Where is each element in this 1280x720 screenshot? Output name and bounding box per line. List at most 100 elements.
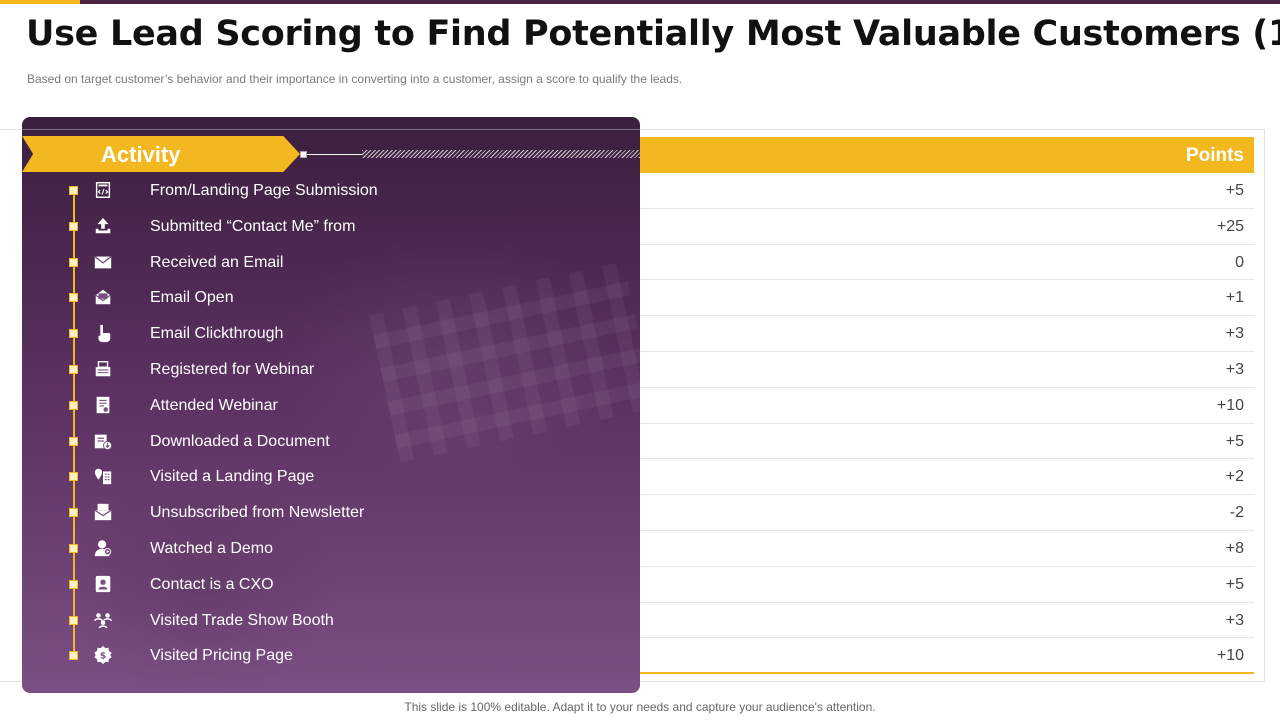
dollar-badge-icon: $ [92,644,114,666]
timeline-bullet [69,364,78,374]
slide-title: Use Lead Scoring to Find Potentially Mos… [26,14,1280,54]
panel-texture [22,117,640,693]
activity-row: Registered for Webinar [22,352,600,388]
points-row: -2 [600,495,1254,531]
timeline-bullet [69,651,78,661]
person-play-icon [92,537,114,559]
activity-label: Downloaded a Document [150,432,330,450]
panel-divider [22,129,640,130]
timeline-bullet [69,186,78,195]
activity-row: Visited Trade Show Booth [22,603,600,639]
form-code-icon [92,179,114,201]
points-row: +1 [600,280,1254,317]
points-value: +3 [1225,360,1244,378]
timeline-bullet [69,508,78,518]
points-value: +5 [1225,182,1244,199]
svg-text:$: $ [100,652,106,662]
document-badge-icon [92,394,114,416]
points-header-label: Points [1185,145,1244,166]
activity-panel [22,117,640,693]
activity-label: Received an Email [150,253,284,271]
connector-line [307,154,362,155]
open-envelope-icon [92,286,114,308]
activity-label: Contact is a CXO [150,575,274,593]
points-row: 0 [600,245,1254,281]
pointer-hand-icon [92,322,114,344]
activity-list: From/Landing Page Submission Submitted “C… [22,173,600,674]
points-row: +5 [600,424,1254,460]
activity-row: Watched a Demo [22,531,600,567]
points-value: +5 [1225,575,1244,593]
points-value: +10 [1216,396,1244,414]
activity-row: From/Landing Page Submission [22,173,600,209]
top-accent-bar [0,0,80,4]
points-value: -2 [1229,504,1244,522]
points-value: 0 [1235,253,1244,271]
activity-row: $ Visited Pricing Page [22,638,600,674]
timeline-bullet [69,329,78,339]
points-header: Points [600,137,1254,173]
activity-label: Email Clickthrough [150,325,284,343]
timeline-bullet [69,257,78,267]
people-network-icon [92,609,114,631]
connector-dot [300,151,307,158]
points-value: +5 [1225,432,1244,450]
points-row: +10 [600,388,1254,424]
activity-row: Email Open [22,280,600,316]
points-value: +8 [1225,539,1244,557]
envelope-icon [92,251,114,273]
location-building-icon [92,465,114,487]
timeline-bullet [69,543,78,553]
points-row: +3 [600,316,1254,352]
points-row: +2 [600,459,1254,496]
activity-row: Email Clickthrough [22,316,600,352]
points-row: +8 [600,531,1254,567]
timeline-bullet [69,436,78,446]
activity-label: From/Landing Page Submission [150,182,378,199]
timeline-line [73,190,75,656]
points-value: +2 [1225,468,1244,486]
top-bar [80,0,1280,4]
points-value: +3 [1225,611,1244,629]
points-row: +3 [600,603,1254,639]
points-value: +25 [1216,217,1244,235]
timeline-bullet [69,221,78,231]
activity-header-label: Activity [101,142,181,167]
activity-label: Registered for Webinar [150,360,315,378]
contact-card-icon [92,573,114,595]
activity-row: Downloaded a Document [22,424,600,460]
points-value: +10 [1216,647,1244,665]
points-value: +3 [1225,325,1244,343]
timeline-bullet [69,579,78,589]
footer-note: This slide is 100% editable. Adapt it to… [404,700,876,714]
activity-label: Visited Trade Show Booth [150,611,334,629]
activity-label: Attended Webinar [150,396,278,414]
activity-label: Submitted “Contact Me” from [150,217,356,235]
points-row: +5 [600,567,1254,603]
points-row: +5 [600,173,1254,209]
points-row: +25 [600,209,1254,245]
activity-label: Email Open [150,289,234,307]
points-row: +3 [600,352,1254,388]
timeline-bullet [69,400,78,410]
activity-header-tab [22,136,300,172]
upload-tray-icon [92,215,114,237]
activity-label: Unsubscribed from Newsletter [150,504,365,522]
connector-hatch [362,150,640,158]
timeline-bullet [69,472,78,482]
register-icon [92,358,114,380]
points-column: +5 +25 0 +1 +3 +3 +10 +5 +2 -2 +8 +5 +3 +10 [600,173,1254,675]
activity-row: Attended Webinar [22,388,600,424]
slide-subtitle: Based on target customer’s behavior and … [27,72,683,86]
timeline-bullet [69,293,78,303]
points-value: +1 [1225,289,1244,307]
activity-row: Contact is a CXO [22,567,600,603]
timeline-bullet [69,615,78,625]
document-download-icon [92,430,114,452]
points-row: +10 [600,638,1254,675]
activity-label: Visited Pricing Page [150,647,293,665]
activity-label: Visited a Landing Page [150,468,315,486]
activity-row: Submitted “Contact Me” from [22,209,600,245]
activity-row: Visited a Landing Page [22,459,600,495]
activity-label: Watched a Demo [150,539,274,557]
